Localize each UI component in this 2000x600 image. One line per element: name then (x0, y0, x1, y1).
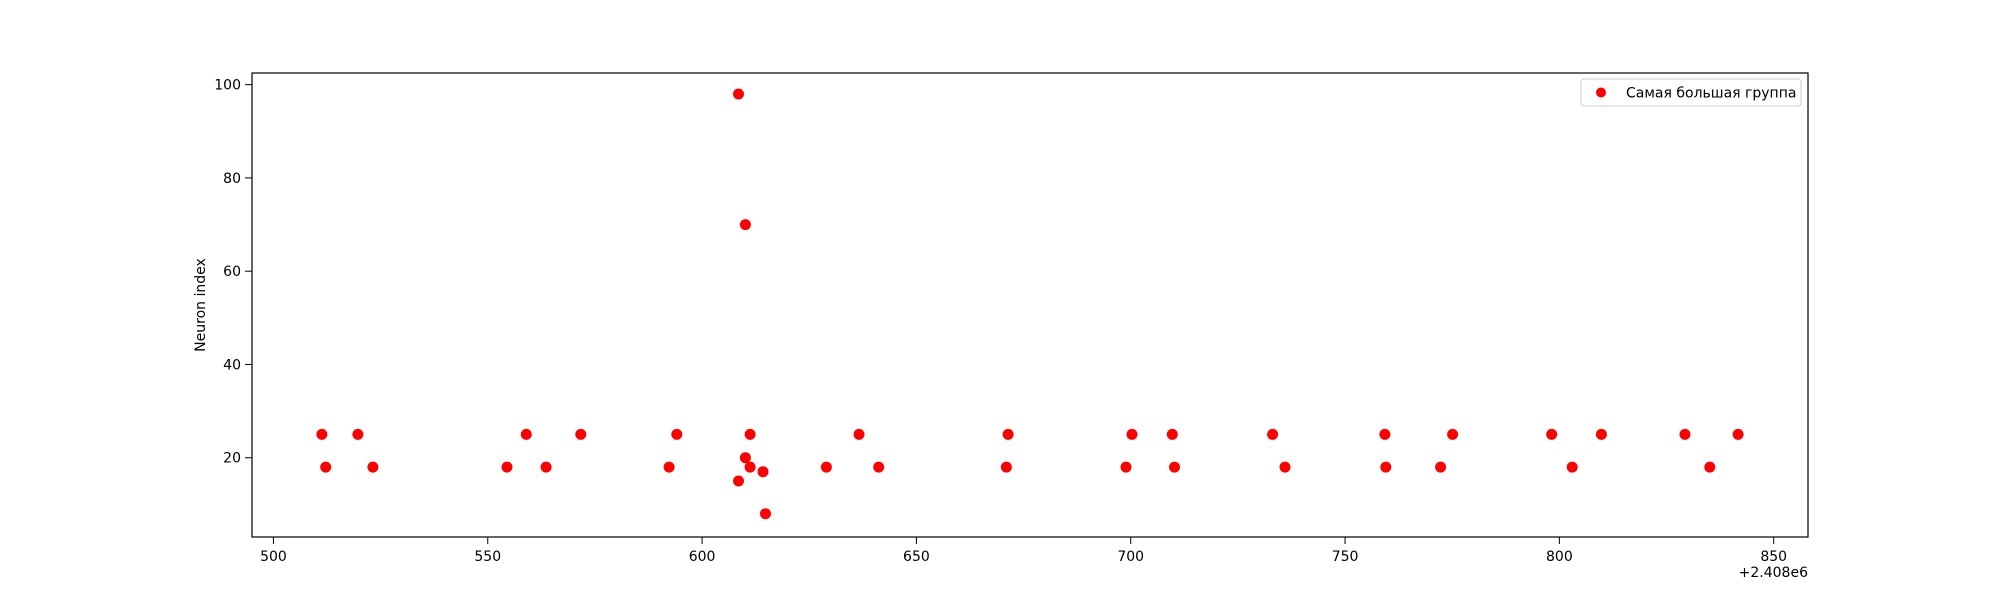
legend[interactable]: Самая большая группа (1580, 78, 1802, 107)
scatter-point (540, 461, 552, 473)
scatter-point (739, 219, 751, 231)
scatter-point (1546, 428, 1558, 440)
x-tick-label: 700 (1117, 549, 1144, 565)
scatter-point (1595, 428, 1607, 440)
scatter-point (757, 466, 769, 478)
scatter-point (1435, 461, 1447, 473)
points-layer (316, 88, 1744, 520)
y-tick-label: 20 (223, 451, 241, 467)
scatter-point (663, 461, 675, 473)
scatter-point (739, 452, 751, 464)
scatter-point (733, 475, 744, 487)
scatter-point (367, 461, 379, 473)
y-tick-label: 80 (223, 171, 241, 187)
scatter-point (1126, 428, 1138, 440)
scatter-point (1379, 428, 1391, 440)
scatter-point (575, 428, 587, 440)
scatter-point (873, 461, 885, 473)
scatter-point (1732, 428, 1744, 440)
scatter-point (760, 508, 771, 520)
legend-marker (1596, 87, 1606, 98)
scatter-point (352, 428, 364, 440)
legend-box (1580, 78, 1802, 107)
x-tick-label: 650 (903, 549, 930, 565)
scatter-point (501, 461, 513, 473)
scatter-point (744, 428, 756, 440)
scatter-point (1380, 461, 1392, 473)
y-tick-label: 100 (214, 78, 241, 94)
plot-frame (251, 72, 1809, 538)
scatter-point (1566, 461, 1578, 473)
scatter-point (1166, 428, 1178, 440)
y-axis: 20 40 60 80 100 (214, 78, 252, 467)
scatter-point (320, 461, 332, 473)
x-tick-label: 500 (260, 549, 287, 565)
x-tick-label: 850 (1760, 549, 1787, 565)
scatter-point (853, 428, 865, 440)
y-axis-label: Neuron index (193, 258, 209, 352)
scatter-point (1002, 428, 1014, 440)
x-tick-label: 600 (689, 549, 716, 565)
y-tick-label: 60 (223, 264, 241, 280)
scatter-point (520, 428, 532, 440)
scatter-point (1704, 461, 1716, 473)
x-tick-label: 750 (1332, 549, 1359, 565)
x-axis-offset-label: +2.408e6 (1739, 565, 1808, 581)
x-tick-label: 550 (474, 549, 501, 565)
scatter-point (1679, 428, 1691, 440)
scatter-point (1120, 461, 1132, 473)
scatter-point (1169, 461, 1180, 473)
scatter-point (1279, 461, 1291, 473)
scatter-point (733, 88, 744, 100)
scatter-point (744, 461, 756, 473)
x-tick-label: 800 (1546, 549, 1573, 565)
scatter-point (1267, 428, 1279, 440)
x-axis: 500 550 600 650 700 750 800 850 (260, 537, 1787, 565)
scatter-point (1447, 428, 1459, 440)
scatter-point (820, 461, 832, 473)
scatter-point (1000, 461, 1012, 473)
scatter-point (671, 428, 683, 440)
legend-label: Самая большая группа (1626, 86, 1796, 102)
scatter-point (316, 428, 328, 440)
y-tick-label: 40 (223, 357, 241, 373)
